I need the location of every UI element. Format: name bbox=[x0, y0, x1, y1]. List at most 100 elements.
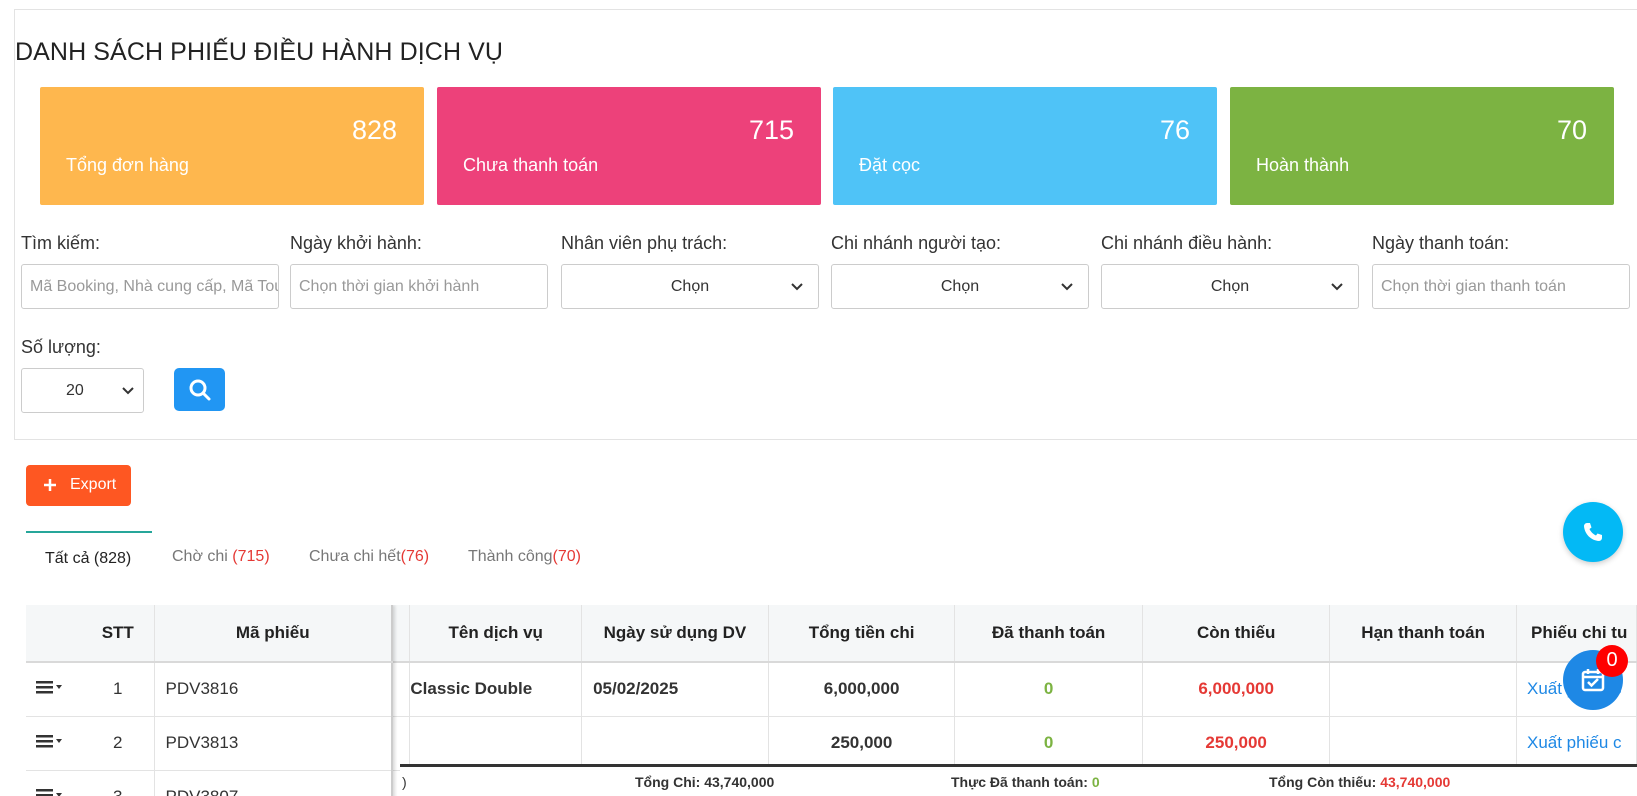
cell-stt: 2 bbox=[82, 716, 155, 771]
quantity-select[interactable]: 20 bbox=[21, 368, 144, 413]
row-menu[interactable] bbox=[26, 770, 82, 796]
operating-branch-select[interactable]: Chọn bbox=[1101, 264, 1359, 309]
stat-value: 76 bbox=[1159, 115, 1190, 145]
fixed-columns: STT Mã phiếu 1 PDV3816 bbox=[26, 605, 393, 796]
cell-voucher-link[interactable]: Xuất phiếu c bbox=[1516, 716, 1637, 771]
stat-label: Hoàn thành bbox=[1256, 155, 1350, 175]
total-spend: Tổng Chi: 43,740,000 bbox=[635, 774, 774, 790]
stat-label: Đặt cọc bbox=[859, 155, 921, 175]
plus-icon bbox=[44, 479, 56, 491]
tab-label: Chưa chi hết bbox=[309, 548, 401, 565]
staff-select-value: Chọn bbox=[670, 278, 710, 295]
payment-date-input[interactable]: Chọn thời gian thanh toán bbox=[1372, 264, 1630, 309]
total-spend-value: 43,740,000 bbox=[704, 774, 775, 790]
payment-date-label: Ngày thanh toán: bbox=[1372, 233, 1510, 253]
tab-all[interactable]: Tất cả (828) bbox=[26, 531, 152, 581]
stat-value: 715 bbox=[748, 115, 794, 145]
tab-count: (76) bbox=[400, 548, 430, 565]
header-stt[interactable]: STT bbox=[82, 605, 155, 663]
chevron-down-icon bbox=[122, 387, 134, 395]
table-row-fixed[interactable]: 3 PDV3807 bbox=[26, 770, 393, 796]
row-menu[interactable] bbox=[26, 716, 82, 771]
search-label: Tìm kiếm: bbox=[21, 233, 100, 253]
tab-label: Chờ chi bbox=[172, 548, 233, 565]
chevron-down-icon bbox=[1061, 283, 1073, 291]
cell-service: Classic Double bbox=[409, 662, 583, 717]
header-service[interactable]: Tên dịch vụ bbox=[409, 605, 583, 663]
chevron-down-icon bbox=[791, 283, 803, 291]
call-button[interactable] bbox=[1563, 502, 1623, 562]
staff-label: Nhân viên phụ trách: bbox=[561, 233, 728, 253]
cell-total: 250,000 bbox=[768, 716, 956, 771]
row-menu[interactable] bbox=[26, 662, 82, 717]
totals-paren: ) bbox=[402, 774, 407, 790]
table-row[interactable]: 250,000 0 250,000 Xuất phiếu c bbox=[26, 716, 1637, 771]
stat-card-unpaid[interactable]: 715 Chưa thanh toán bbox=[437, 87, 821, 205]
table-row-fixed[interactable]: 1 PDV3816 bbox=[26, 662, 393, 717]
total-paid-label: Thực Đã thanh toán: bbox=[951, 774, 1092, 790]
cell-remaining: 6,000,000 bbox=[1142, 662, 1331, 717]
stat-card-total-orders[interactable]: 828 Tổng đơn hàng bbox=[40, 87, 424, 205]
total-paid: Thực Đã thanh toán: 0 bbox=[951, 774, 1100, 790]
totals-bar: ) Tổng Chi: 43,740,000 Thực Đã thanh toá… bbox=[400, 764, 1637, 796]
tab-label: Tất cả bbox=[45, 550, 94, 567]
stat-card-completed[interactable]: 70 Hoàn thành bbox=[1230, 87, 1614, 205]
quantity-label: Số lượng: bbox=[21, 337, 101, 357]
header-paid[interactable]: Đã thanh toán bbox=[954, 605, 1143, 663]
search-icon bbox=[189, 379, 211, 401]
cell-use-date bbox=[581, 716, 769, 771]
cell-code[interactable]: PDV3816 bbox=[154, 662, 393, 717]
header-deadline[interactable]: Hạn thanh toán bbox=[1329, 605, 1517, 663]
cell-service bbox=[409, 716, 583, 771]
notification-badge: 0 bbox=[1596, 645, 1628, 677]
tab-partially-paid[interactable]: Chưa chi hết(76) bbox=[309, 531, 429, 581]
search-input[interactable]: Mã Booking, Nhà cung cấp, Mã Tour bbox=[21, 264, 279, 309]
search-button[interactable] bbox=[174, 368, 225, 411]
table-row-fixed[interactable]: 2 PDV3813 bbox=[26, 716, 393, 771]
calendar-check-icon bbox=[1581, 669, 1605, 692]
creator-branch-select[interactable]: Chọn bbox=[831, 264, 1089, 309]
cell-total: 6,000,000 bbox=[768, 662, 956, 717]
header-remaining[interactable]: Còn thiếu bbox=[1142, 605, 1331, 663]
menu-icon[interactable] bbox=[36, 733, 66, 749]
total-paid-value: 0 bbox=[1091, 774, 1100, 790]
header-use-date[interactable]: Ngày sử dụng DV bbox=[581, 605, 769, 663]
menu-icon[interactable] bbox=[36, 787, 66, 796]
cell-code[interactable]: PDV3813 bbox=[154, 716, 393, 771]
tab-pending[interactable]: Chờ chi (715) bbox=[172, 531, 270, 581]
menu-icon[interactable] bbox=[36, 679, 66, 695]
creator-branch-select-value: Chọn bbox=[940, 278, 980, 295]
cell-deadline bbox=[1329, 716, 1517, 771]
cell-stt: 3 bbox=[82, 770, 155, 796]
cell-use-date: 05/02/2025 bbox=[581, 662, 769, 717]
stat-card-deposit[interactable]: 76 Đặt cọc bbox=[833, 87, 1217, 205]
departure-date-input[interactable]: Chọn thời gian khởi hành bbox=[290, 264, 548, 309]
header-total[interactable]: Tổng tiền chi bbox=[768, 605, 956, 663]
stat-label: Tổng đơn hàng bbox=[66, 155, 189, 175]
filter-panel bbox=[14, 9, 1637, 440]
cell-deadline bbox=[1329, 662, 1517, 717]
stat-value: 70 bbox=[1556, 115, 1587, 145]
cell-paid: 0 bbox=[954, 662, 1143, 717]
total-spend-label: Tổng Chi: bbox=[635, 774, 705, 790]
creator-branch-label: Chi nhánh người tạo: bbox=[831, 233, 1001, 253]
total-remaining: Tổng Còn thiếu: 43,740,000 bbox=[1269, 774, 1450, 790]
operating-branch-label: Chi nhánh điều hành: bbox=[1101, 233, 1273, 253]
cell-code[interactable]: PDV3807 bbox=[154, 770, 393, 796]
export-button[interactable]: Export bbox=[26, 465, 131, 506]
departure-date-label: Ngày khởi hành: bbox=[290, 233, 422, 253]
tab-count: (828) bbox=[93, 550, 132, 567]
quantity-select-value: 20 bbox=[66, 382, 84, 399]
cell-paid: 0 bbox=[954, 716, 1143, 771]
phone-icon bbox=[1584, 523, 1602, 541]
header-code[interactable]: Mã phiếu bbox=[154, 605, 393, 663]
tab-count: (70) bbox=[552, 548, 581, 565]
header-actions bbox=[26, 605, 82, 663]
cell-remaining: 250,000 bbox=[1142, 716, 1331, 771]
chevron-down-icon bbox=[1331, 283, 1343, 291]
stat-value: 828 bbox=[351, 115, 397, 145]
tab-success[interactable]: Thành công(70) bbox=[468, 531, 581, 581]
total-remaining-label: Tổng Còn thiếu: bbox=[1269, 774, 1381, 790]
staff-select[interactable]: Chọn bbox=[561, 264, 819, 309]
header-voucher[interactable]: Phiếu chi tu bbox=[1516, 605, 1637, 663]
